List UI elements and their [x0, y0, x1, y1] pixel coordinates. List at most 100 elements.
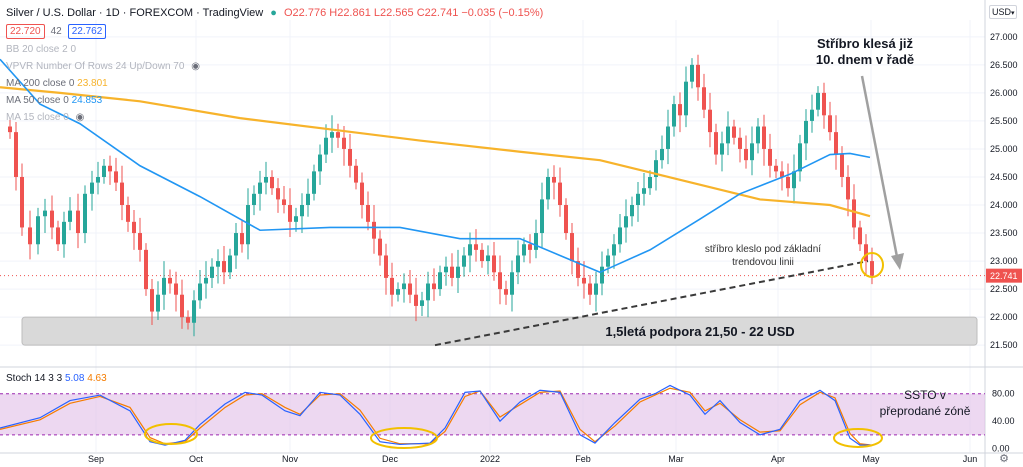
- buy-button[interactable]: 22.762: [67, 24, 107, 39]
- candle-body: [480, 249, 484, 262]
- candle-body: [780, 171, 784, 177]
- candle-body: [174, 283, 178, 295]
- candle-body: [804, 120, 808, 144]
- time-tick-label: Feb: [575, 454, 591, 464]
- candle-body: [492, 255, 496, 273]
- currency-select[interactable]: USD▾: [989, 5, 1017, 19]
- stoch-legend[interactable]: Stoch 14 3 3 5.08 4.63: [6, 373, 107, 384]
- indicator-ma15[interactable]: MA 15 close 0 ◉: [6, 112, 84, 124]
- candle-body: [576, 261, 580, 278]
- candle-body: [726, 126, 730, 144]
- candle-body: [702, 87, 706, 110]
- indicator-vpvr[interactable]: VPVR Number Of Rows 24 Up/Down 70 ◉: [6, 61, 200, 73]
- indicator-ma50[interactable]: MA 50 close 0 24.853: [6, 95, 102, 107]
- candle-body: [528, 244, 532, 250]
- indicator-ma200[interactable]: MA 200 close 0 23.801: [6, 78, 108, 90]
- eye-icon[interactable]: ◉: [75, 112, 85, 123]
- indicator-name: BB 20 close 2 0: [6, 44, 77, 55]
- candle-body: [450, 266, 454, 278]
- candle-body: [426, 283, 430, 301]
- candle-body: [324, 137, 328, 155]
- candle-body: [210, 266, 214, 278]
- indicator-bb[interactable]: BB 20 close 2 0: [6, 44, 76, 56]
- candle-body: [312, 171, 316, 194]
- candle-body: [678, 104, 682, 116]
- down-arrow-shaft: [860, 75, 900, 263]
- candle-body: [564, 205, 568, 234]
- candle-body: [456, 266, 460, 278]
- separator-dot: ·: [122, 7, 130, 19]
- candles: [8, 54, 874, 337]
- candle-body: [76, 210, 80, 234]
- candle-body: [228, 255, 232, 273]
- candle-body: [558, 182, 562, 206]
- candle-body: [258, 182, 262, 194]
- settings-gear-icon[interactable]: ⚙: [999, 453, 1009, 465]
- candle-body: [654, 160, 658, 177]
- candle-body: [96, 176, 100, 183]
- price-tick-label: 22.000: [990, 312, 1018, 322]
- candle-body: [156, 294, 160, 312]
- candle-body: [822, 92, 826, 116]
- candle-body: [642, 188, 646, 194]
- candle-body: [216, 261, 220, 267]
- stoch-k-line: [0, 384, 872, 446]
- oversold-highlight: [833, 428, 883, 448]
- candle-body: [546, 176, 550, 200]
- stoch-d-value: 4.63: [87, 373, 107, 384]
- sell-button[interactable]: 22.720: [6, 24, 45, 39]
- time-tick-label: Apr: [771, 454, 785, 464]
- time-tick-label: May: [862, 454, 880, 464]
- candle-body: [624, 216, 628, 228]
- currency-label: USD: [992, 7, 1012, 17]
- trendline-note-line2: trendovou linii: [732, 257, 794, 268]
- candle-body: [384, 255, 388, 278]
- candle-body: [150, 289, 154, 312]
- stoch-tick-label: 40.00: [992, 416, 1015, 426]
- spread-value: 42: [50, 26, 62, 37]
- candle-body: [618, 227, 622, 245]
- candle-body: [162, 277, 166, 295]
- candle-body: [390, 277, 394, 295]
- eye-icon[interactable]: ◉: [191, 61, 200, 72]
- candle-body: [648, 176, 652, 189]
- price-tick-label: 22.500: [990, 284, 1018, 294]
- candle-body: [570, 233, 574, 262]
- candle-body: [336, 132, 340, 138]
- support-zone-rect: [21, 316, 978, 346]
- stoch-pane: SSTO v přeprodané zóně: [0, 384, 985, 449]
- chevron-down-icon: ▾: [1011, 10, 1015, 17]
- moving-averages: [0, 58, 871, 274]
- source-label: TradingView: [202, 7, 264, 19]
- down-arrow-head: [891, 253, 904, 270]
- candle-body: [20, 176, 24, 228]
- quote-row: 22.720 42 22.762: [6, 24, 107, 39]
- oversold-highlight: [144, 423, 198, 445]
- candle-body: [276, 188, 280, 200]
- interval-label[interactable]: 1D: [105, 7, 120, 19]
- candle-body: [612, 244, 616, 256]
- candle-body: [192, 300, 196, 323]
- candle-body: [234, 233, 238, 256]
- price-tick-label: 24.500: [990, 172, 1018, 182]
- candle-body: [714, 132, 718, 155]
- chart-header: Silver / U.S. Dollar · 1D · FOREXCOM · T…: [6, 5, 543, 21]
- candle-body: [144, 249, 148, 290]
- candle-body: [708, 109, 712, 133]
- candle-body: [108, 165, 112, 172]
- candle-body: [690, 64, 694, 82]
- candle-body: [816, 92, 820, 110]
- candle-body: [14, 132, 18, 177]
- candle-body: [348, 148, 352, 166]
- symbol-title[interactable]: Silver / U.S. Dollar: [6, 7, 96, 19]
- candle-body: [330, 132, 334, 138]
- candle-body: [240, 233, 244, 245]
- support-zone-label: 1,5letá podpora 21,50 - 22 USD: [605, 324, 794, 339]
- candle-body: [126, 205, 130, 222]
- candle-body: [402, 283, 406, 290]
- indicator-name: MA 15 close 0: [6, 112, 69, 123]
- trendline-note-line1: stříbro kleslo pod základní: [705, 244, 821, 255]
- stoch-tick-label: 80.00: [992, 389, 1015, 399]
- stoch-note-line1: SSTO v: [904, 388, 946, 402]
